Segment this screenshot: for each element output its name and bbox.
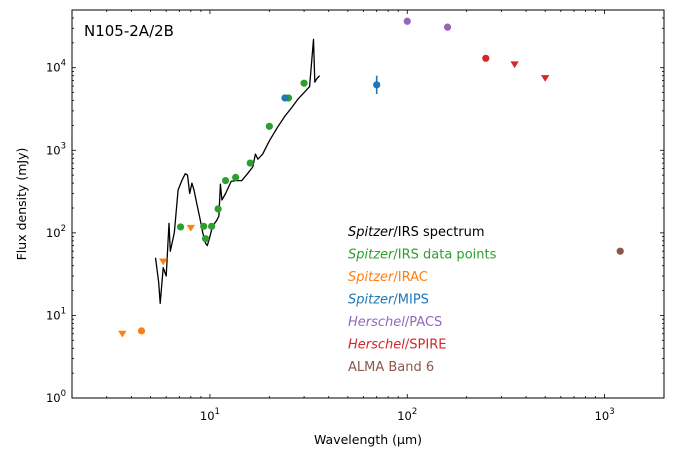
y-axis-label: Flux density (mJy) [14, 148, 29, 261]
data-point [176, 223, 185, 231]
x-tick-label: 101 [200, 407, 220, 423]
x-tick-label: 103 [595, 407, 615, 423]
x-tick-label: 102 [397, 407, 417, 423]
data-point [482, 54, 490, 62]
spectrum-layer [154, 38, 321, 305]
upper-limit-marker [118, 330, 127, 338]
y-tick-label: 102 [46, 224, 66, 240]
x-axis-label: Wavelength (μm) [314, 432, 422, 447]
legend-entry: ALMA Band 6 [348, 360, 434, 375]
data-point [232, 173, 240, 181]
y-tick-label: 104 [46, 59, 66, 75]
data-point [443, 23, 452, 31]
points-layer [118, 17, 624, 338]
upper-limit-marker [510, 61, 519, 69]
plot-frame [71, 9, 665, 399]
legend-entry: Spitzer/IRS data points [348, 248, 497, 263]
data-point [214, 205, 222, 213]
upper-limit-marker [186, 224, 196, 232]
data-point [200, 222, 208, 230]
upper-limit-marker [159, 258, 168, 266]
data-point [201, 235, 210, 243]
y-axis-ticks: 100 101 102 103 104 [46, 9, 664, 405]
y-tick-label: 100 [46, 389, 66, 405]
data-point [265, 122, 273, 130]
legend-entry: Spitzer/IRAC [348, 270, 428, 285]
irs-spectrum-line [154, 38, 321, 305]
data-point [616, 247, 624, 255]
legend-entry: Herschel/SPIRE [348, 338, 446, 353]
legend: Spitzer/IRS spectrum Spitzer/IRS data poi… [348, 225, 497, 375]
y-tick-label: 101 [46, 306, 66, 322]
data-point [208, 222, 216, 230]
chart-title: N105-2A/2B [84, 22, 174, 40]
data-point [403, 17, 411, 25]
data-point [373, 81, 381, 89]
upper-limit-marker [540, 75, 550, 82]
data-point [281, 94, 289, 102]
data-point [246, 159, 254, 167]
data-point [300, 79, 308, 87]
x-axis-ticks: 101 102 103 [71, 10, 665, 423]
y-tick-label: 103 [46, 141, 66, 157]
legend-entry: Spitzer/MIPS [348, 293, 429, 308]
data-point [221, 176, 230, 185]
legend-entry: Spitzer/IRS spectrum [348, 225, 485, 240]
legend-entry: Herschel/PACS [348, 315, 442, 330]
data-point [137, 327, 146, 335]
